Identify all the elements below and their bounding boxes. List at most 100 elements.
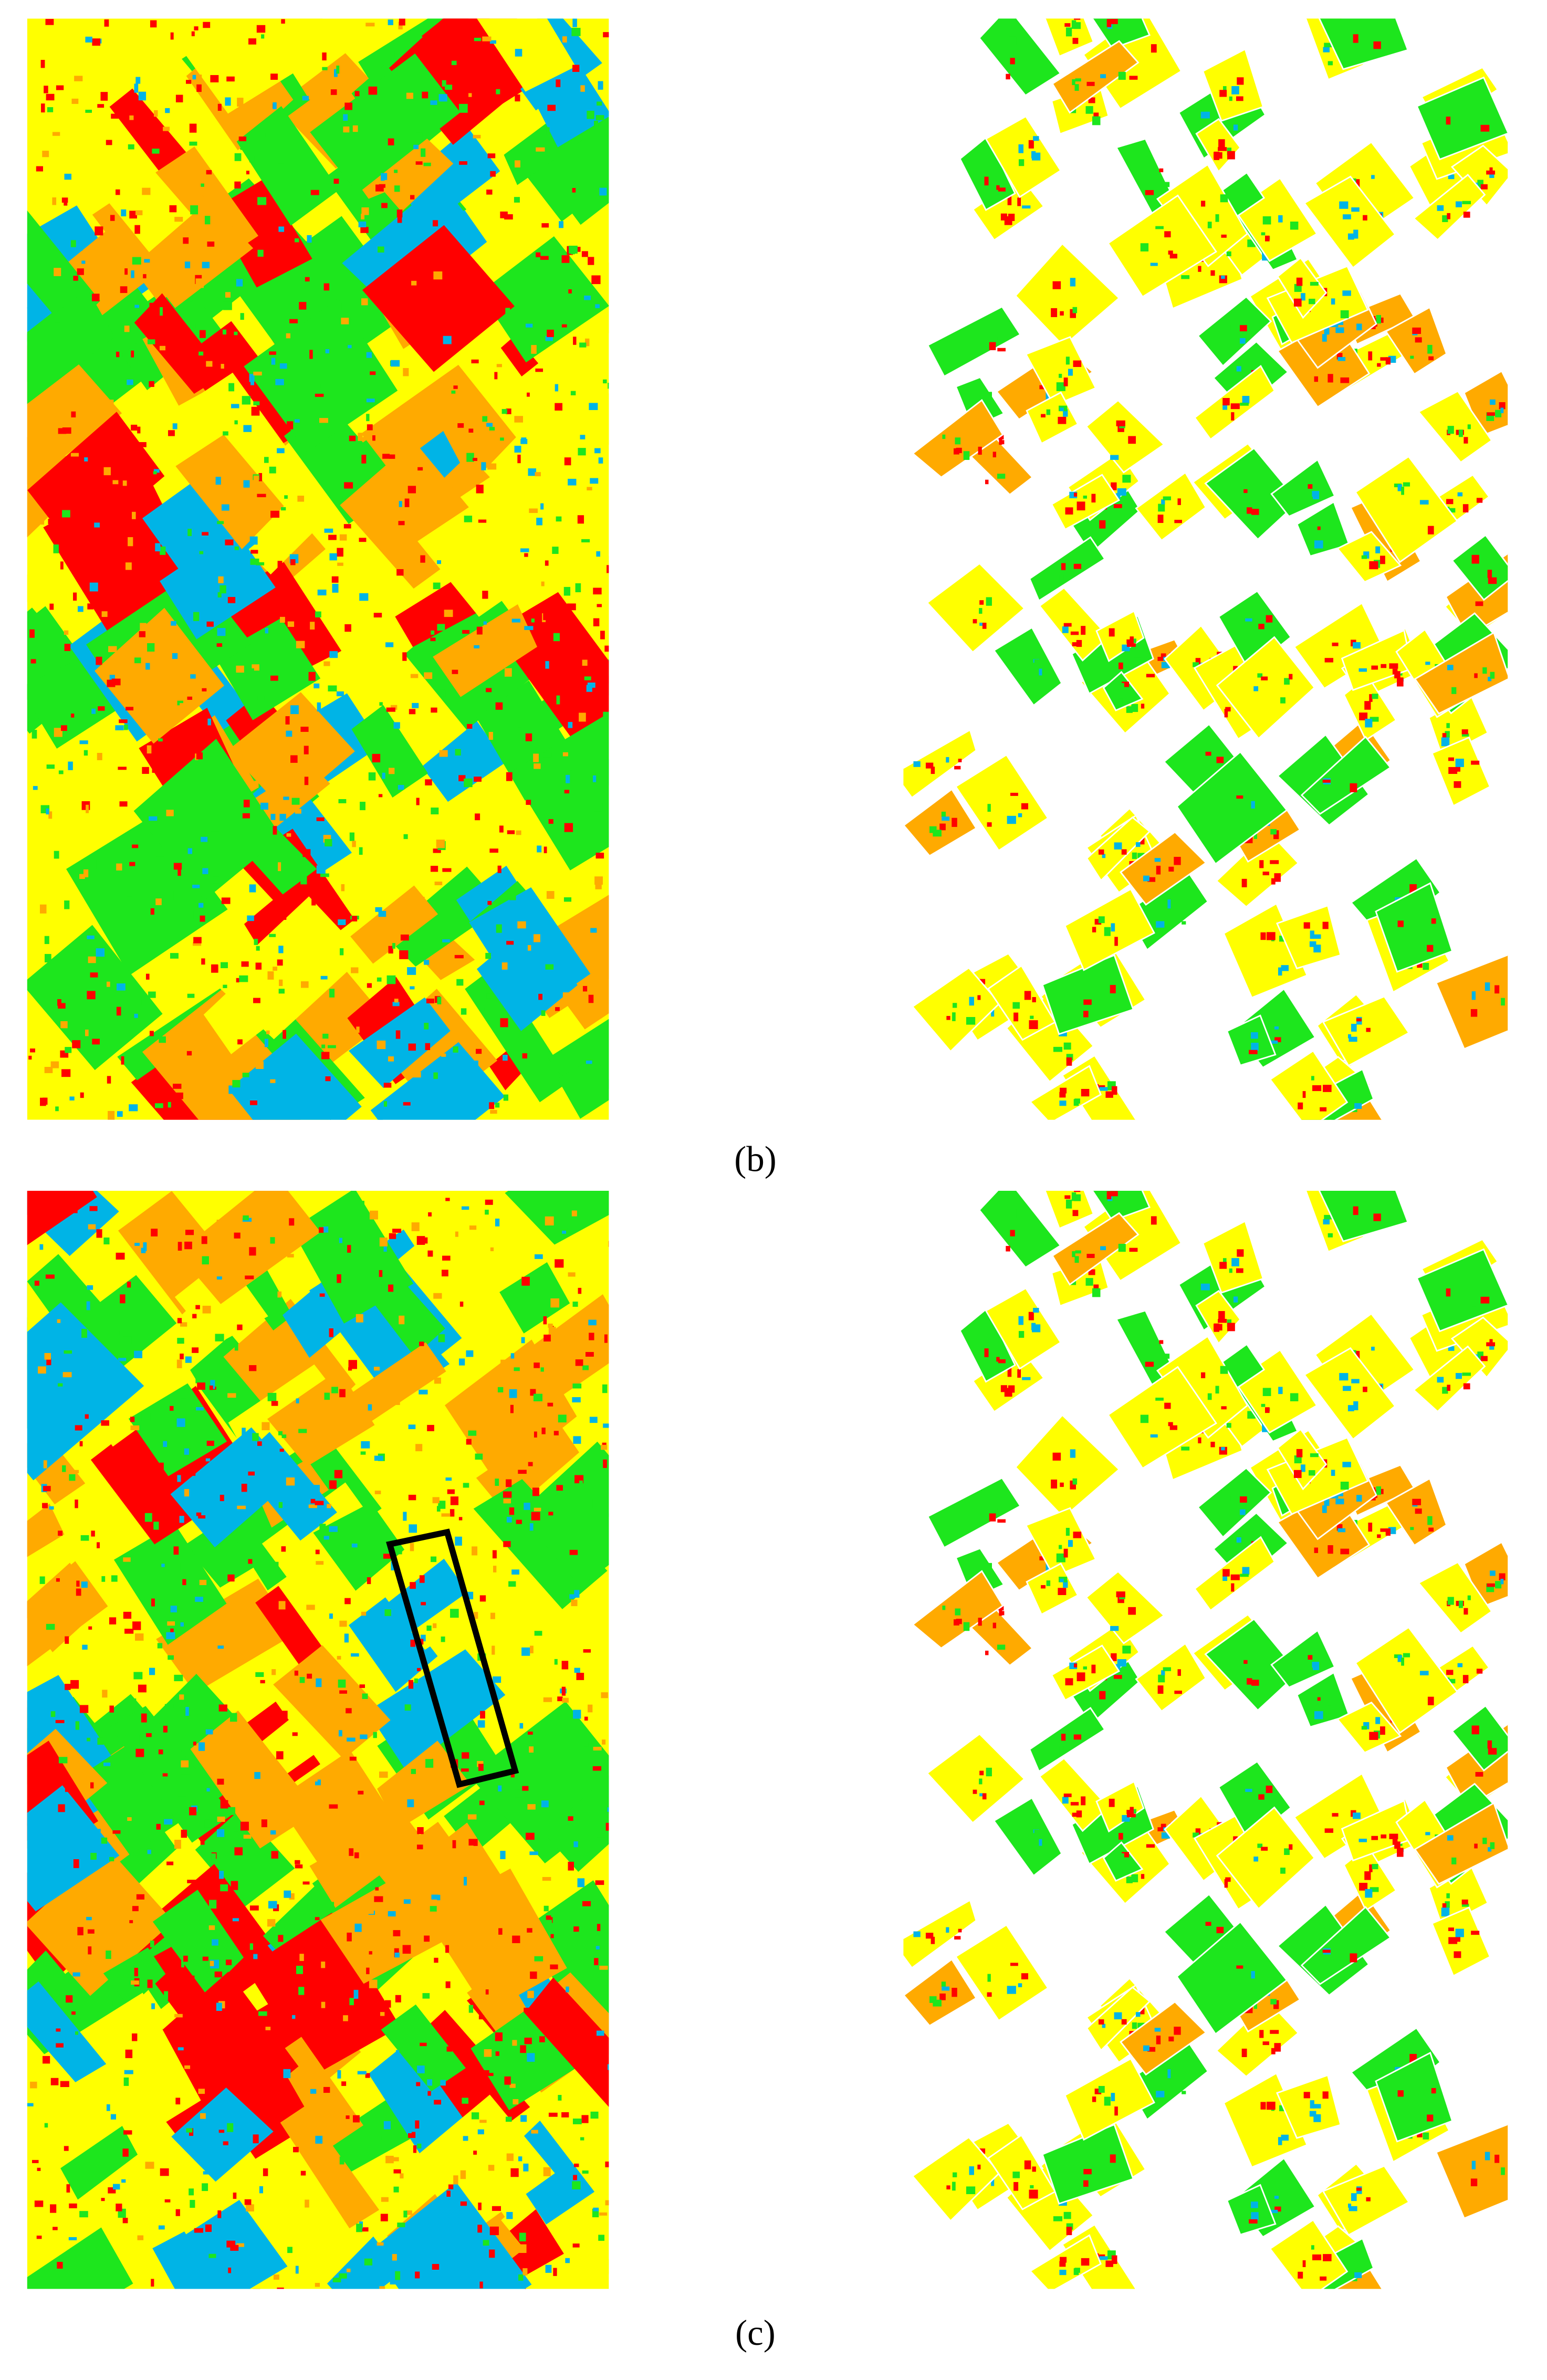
speckle: [422, 1993, 430, 1999]
speckle: [278, 862, 281, 872]
speckle: [1059, 575, 1064, 584]
speckle: [72, 1209, 78, 1213]
speckle: [225, 208, 231, 214]
speckle: [1270, 1999, 1277, 2005]
speckle: [201, 1236, 207, 1244]
speckle: [543, 611, 550, 620]
speckle: [347, 1737, 356, 1742]
speckle: [137, 2235, 144, 2240]
speckle: [220, 1800, 228, 1809]
speckle: [307, 1673, 312, 1679]
speckle: [1158, 504, 1165, 512]
speckle: [548, 2112, 558, 2117]
speckle: [1309, 941, 1316, 947]
speckle: [349, 1998, 354, 2006]
speckle: [436, 840, 445, 848]
speckle: [95, 572, 104, 582]
speckle: [1137, 853, 1145, 858]
speckle: [561, 2112, 569, 2117]
speckle: [441, 1513, 451, 1517]
speckle: [1053, 1046, 1063, 1052]
field: [351, 705, 428, 798]
speckle: [999, 438, 1002, 445]
speckle: [954, 766, 961, 770]
speckle: [379, 2286, 385, 2289]
speckle: [510, 1404, 514, 1413]
speckle: [246, 2204, 254, 2212]
speckle: [194, 2228, 203, 2233]
speckle: [1154, 2028, 1161, 2032]
speckle: [519, 1384, 524, 1389]
speckle: [1470, 2178, 1478, 2186]
speckle: [591, 275, 601, 285]
speckle: [441, 1053, 446, 1057]
speckle: [366, 414, 370, 422]
speckle: [1480, 1356, 1488, 1361]
speckle: [1445, 731, 1450, 738]
speckle: [493, 1676, 501, 1683]
speckle: [532, 1487, 540, 1496]
speckle: [443, 335, 452, 344]
speckle: [159, 345, 166, 351]
speckle: [143, 274, 147, 279]
speckle: [242, 396, 251, 405]
speckle: [474, 777, 482, 782]
speckle: [468, 428, 474, 433]
speckle: [426, 1626, 432, 1631]
field: [66, 813, 228, 976]
speckle: [1073, 1734, 1082, 1740]
speckle: [89, 1206, 98, 1211]
speckle: [573, 1436, 581, 1444]
speckle: [1260, 2102, 1266, 2110]
speckle: [227, 1807, 236, 1815]
speckle: [199, 330, 206, 338]
speckle: [187, 462, 192, 467]
speckle: [379, 1117, 383, 1120]
speckle: [341, 2081, 347, 2086]
speckle: [163, 127, 170, 131]
speckle: [339, 1238, 343, 1243]
speckle: [477, 2225, 482, 2233]
speckle: [461, 294, 466, 299]
speckle: [153, 1574, 160, 1580]
speckle: [1431, 2088, 1436, 2094]
speckle: [185, 1356, 192, 1363]
speckle: [440, 2080, 446, 2086]
speckle: [1245, 1789, 1252, 1792]
speckle: [62, 510, 70, 518]
speckle: [1419, 500, 1429, 505]
speckle: [324, 528, 333, 533]
speckle: [1312, 1085, 1322, 1092]
speckle: [1331, 1470, 1335, 1476]
speckle: [1312, 2254, 1322, 2260]
speckle: [346, 2268, 351, 2272]
speckle: [389, 296, 394, 300]
speckle: [1365, 718, 1373, 728]
speckle: [64, 200, 68, 206]
speckle: [289, 1218, 295, 1226]
speckle: [127, 1817, 132, 1821]
speckle: [55, 1106, 59, 1112]
speckle: [1500, 407, 1504, 413]
speckle: [601, 1692, 608, 1698]
speckle: [1243, 489, 1248, 493]
speckle: [218, 1704, 227, 1712]
speckle: [979, 979, 986, 984]
speckle: [529, 1851, 538, 1855]
speckle: [111, 678, 121, 686]
speckle: [979, 2148, 986, 2154]
speckle: [946, 1927, 949, 1933]
speckle: [474, 37, 482, 41]
speckle: [175, 2209, 180, 2216]
speckle: [433, 1072, 438, 1079]
parcel: [1025, 336, 1097, 407]
speckle: [166, 810, 174, 816]
speckle: [238, 137, 247, 141]
speckle: [253, 475, 259, 485]
parcel: [954, 753, 1049, 852]
speckle: [593, 588, 602, 595]
speckle: [192, 75, 200, 80]
speckle: [1463, 1383, 1470, 1390]
speckle: [243, 1215, 249, 1221]
speckle: [201, 836, 208, 842]
